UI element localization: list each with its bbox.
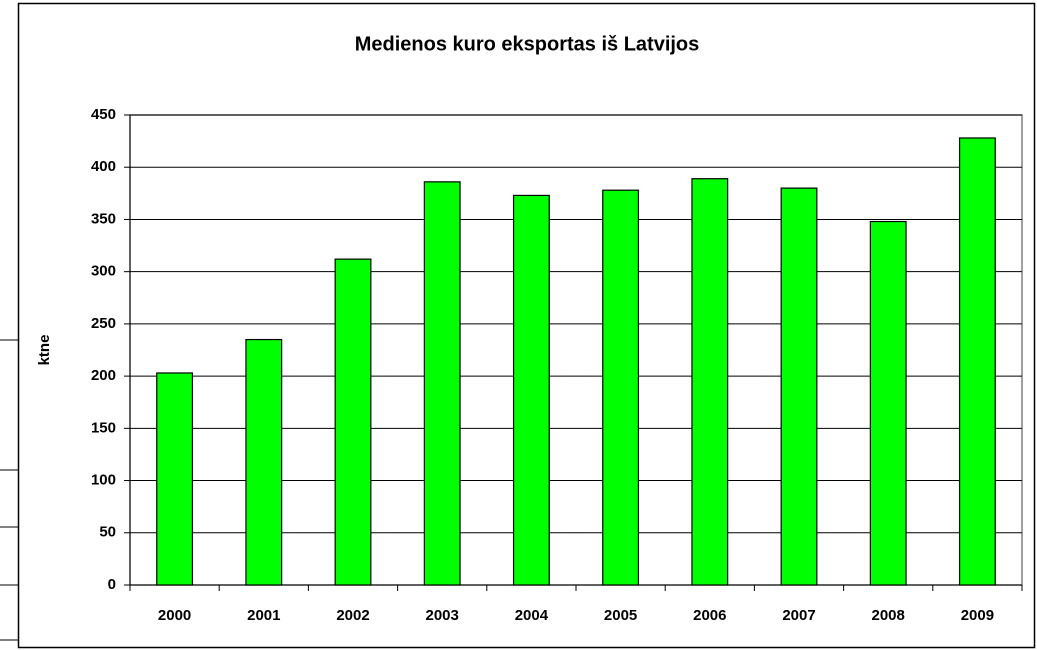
x-tick-label: 2008 [872,607,905,624]
page-fragments [0,339,18,641]
y-tick-label: 350 [91,210,116,227]
x-tick-label: 2001 [247,607,280,624]
x-tick-label: 2000 [158,607,191,624]
bar [691,178,729,586]
bar [869,220,907,586]
x-tick-label: 2005 [604,607,637,624]
bar [958,137,996,586]
bar [512,194,550,586]
y-tick-label: 150 [91,419,116,436]
y-tick-label: 200 [91,367,116,384]
x-tick-label: 2007 [782,607,815,624]
bar [334,258,372,586]
y-tick-label: 300 [91,263,116,280]
y-tick-label: 400 [91,158,116,175]
bar [602,189,640,586]
bar [780,187,818,586]
bar [156,372,194,586]
x-tick-label: 2009 [961,607,994,624]
y-tick-label: 250 [91,315,116,332]
x-tick-label: 2004 [515,607,549,624]
y-tick-label: 50 [99,524,116,541]
x-tick-label: 2006 [693,607,726,624]
y-axis-label: ktne [36,335,53,366]
y-tick-label: 0 [108,576,116,593]
x-tick-label: 2002 [336,607,369,624]
y-tick-label: 100 [91,472,116,489]
x-tick-label: 2003 [426,607,459,624]
y-tick-label: 450 [91,106,116,123]
bar [245,338,283,586]
chart-title: Medienos kuro eksportas iš Latvijos [355,33,700,55]
bar [423,181,461,586]
